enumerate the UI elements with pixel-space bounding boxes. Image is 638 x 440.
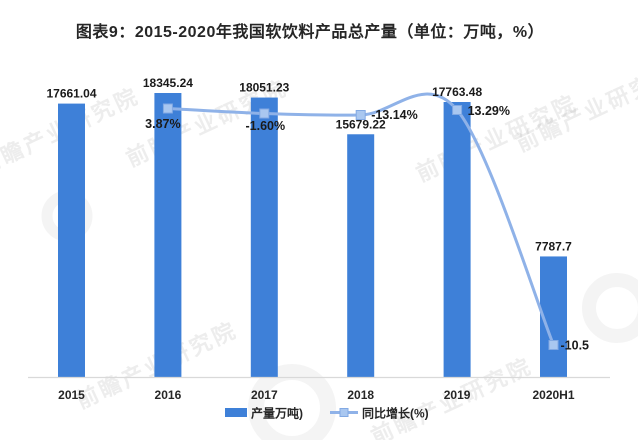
growth-value-labels: 3.87% -1.60% -13.14% 13.29% -10.5 — [145, 104, 589, 353]
legend-line-marker-icon — [339, 408, 349, 417]
bar-value-label-2020H1: 7787.7 — [535, 239, 572, 253]
growth-value-label-2017: -1.60% — [245, 119, 285, 133]
growth-line-path — [166, 92, 555, 347]
bar-value-label-2019: 17763.48 — [432, 85, 482, 99]
line-marker-2020H1 — [548, 340, 559, 350]
chart-title: 图表9：2015-2020年我国软饮料产品总产量（单位：万吨，%） — [76, 22, 544, 41]
growth-value-label-2016: 3.87% — [145, 117, 180, 131]
x-axis-labels: 2015 2016 2017 2018 2019 2020H1 — [58, 388, 575, 402]
growth-value-label-2018: -13.14% — [371, 108, 418, 122]
growth-value-label-2019: 13.29% — [468, 104, 510, 118]
watermark-logo-circle-icon — [248, 364, 336, 440]
bar-value-label-2017: 18051.23 — [239, 81, 289, 95]
bar-2018 — [347, 134, 375, 377]
legend-line-label: 同比增长(%) — [362, 406, 429, 421]
x-axis-label-2016: 2016 — [155, 388, 182, 402]
bar-2015 — [58, 103, 85, 377]
x-axis-label-2020H1: 2020H1 — [532, 388, 574, 402]
x-axis-label-2018: 2018 — [347, 388, 374, 402]
bar-2019 — [443, 102, 471, 378]
line-marker-2018 — [355, 110, 366, 120]
line-marker-2016 — [162, 103, 173, 114]
bar-value-label-2016: 18345.24 — [143, 76, 193, 90]
bar-series — [58, 93, 567, 378]
x-axis-label-2017: 2017 — [251, 388, 278, 402]
bar-value-label-2018: 15679.22 — [336, 117, 386, 131]
legend-bar-swatch-icon — [225, 408, 247, 417]
line-marker-2017 — [259, 108, 270, 119]
bar-value-labels: 17661.04 18345.24 18051.23 15679.22 17763.48… — [46, 76, 572, 253]
bar-2017 — [250, 97, 278, 378]
line-marker-2019 — [452, 105, 463, 115]
bar-2016 — [154, 93, 182, 377]
growth-value-label-2020H1: -10.5 — [561, 339, 590, 353]
x-axis-label-2019: 2019 — [444, 388, 471, 402]
watermark-logo-circle-icon — [582, 273, 638, 343]
legend: 产量万吨) 同比增长(%) — [225, 406, 429, 421]
legend-bar-label: 产量万吨) — [251, 406, 303, 421]
growth-line-series — [162, 92, 559, 350]
x-axis-label-2015: 2015 — [58, 388, 85, 402]
bar-value-label-2015: 17661.04 — [46, 87, 96, 101]
